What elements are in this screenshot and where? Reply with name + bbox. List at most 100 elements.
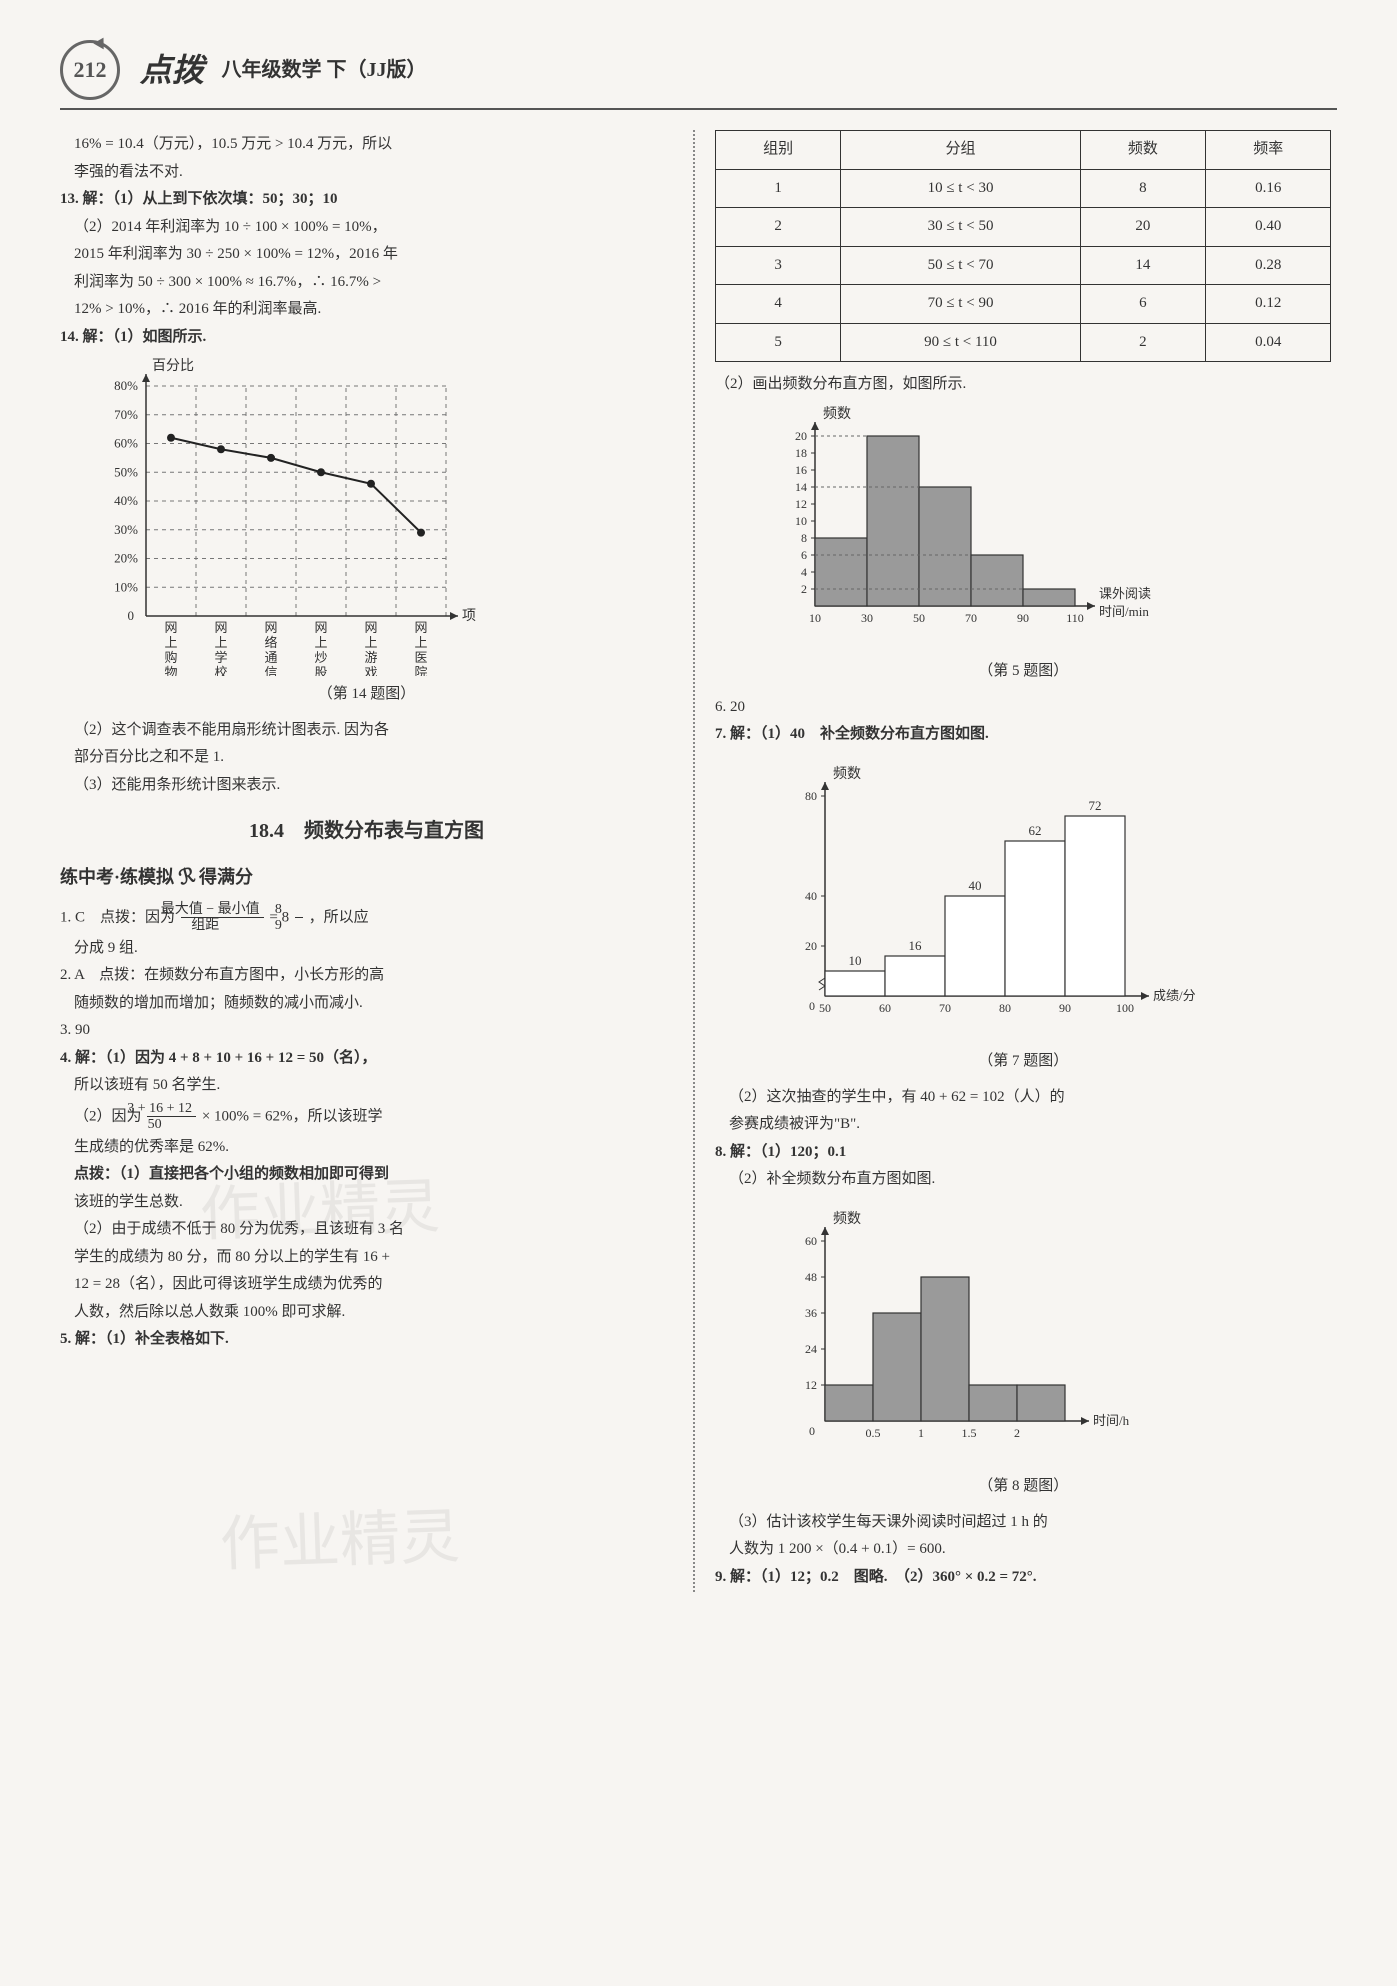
svg-text:24: 24: [805, 1342, 817, 1356]
svg-text:上: 上: [364, 635, 377, 650]
page-number: 212: [74, 51, 107, 88]
table-cell: 14: [1080, 246, 1205, 285]
text-line: 生成绩的优秀率是 62%.: [98, 1135, 673, 1161]
content-columns: 16% = 10.4（万元），10.5 万元 > 10.4 万元，所以 李强的看…: [60, 130, 1337, 1592]
table-cell: 5: [715, 323, 840, 362]
text-line: （3）估计该校学生每天课外阅读时间超过 1 h 的: [753, 1510, 1332, 1536]
svg-text:0: 0: [128, 608, 135, 623]
svg-text:1.5: 1.5: [961, 1426, 976, 1440]
table-row: 230 ≤ t < 50200.40: [715, 208, 1331, 247]
table-cell: 0.28: [1206, 246, 1331, 285]
q1-a: 1. C 点拨：因为: [60, 909, 175, 925]
svg-text:12: 12: [795, 497, 807, 511]
text-line: 李强的看法不对.: [98, 160, 673, 186]
q4-2b: × 100% = 62%，所以该班学: [202, 1108, 383, 1124]
svg-text:课外阅读: 课外阅读: [1099, 586, 1151, 601]
table-cell: 30 ≤ t < 50: [841, 208, 1080, 247]
svg-text:12: 12: [805, 1378, 817, 1392]
svg-text:10: 10: [809, 611, 821, 625]
fraction: 8 9: [295, 902, 303, 934]
text-line: 随频数的增加而增加；随频数的减小而减小.: [98, 991, 673, 1017]
svg-text:0: 0: [809, 999, 815, 1013]
svg-text:48: 48: [805, 1270, 817, 1284]
q1: 1. C 点拨：因为 最大值 − 最小值 组距 = 8 8 9 ，所以应: [84, 902, 673, 934]
text-line: （2）补全频数分布直方图如图.: [753, 1167, 1332, 1193]
q3: 3. 90: [84, 1018, 673, 1044]
table-row: 350 ≤ t < 70140.28: [715, 246, 1331, 285]
text-line: 人数，然后除以总人数乘 100% 即可求解.: [98, 1300, 673, 1326]
svg-text:网: 网: [414, 620, 427, 635]
sub-title-a: 练中考·练模拟: [60, 867, 174, 887]
svg-text:频数: 频数: [833, 766, 861, 782]
svg-text:100: 100: [1116, 1001, 1134, 1015]
svg-text:项目: 项目: [462, 609, 476, 624]
svg-text:80: 80: [999, 1001, 1011, 1015]
book-title: 点拨: [140, 43, 204, 97]
svg-text:10: 10: [848, 953, 861, 968]
svg-text:股: 股: [314, 665, 327, 676]
q6: 6. 20: [739, 695, 1332, 721]
svg-text:时间/min: 时间/min: [1099, 604, 1149, 619]
text-line: 16% = 10.4（万元），10.5 万元 > 10.4 万元，所以: [98, 132, 673, 158]
svg-text:物: 物: [164, 665, 177, 676]
histogram-7: 频数成绩/分020408010164062725060708090100: [755, 756, 1332, 1046]
frac-num: 3 + 16 + 12: [147, 1101, 196, 1117]
svg-text:上: 上: [164, 635, 177, 650]
svg-text:62: 62: [1028, 823, 1041, 838]
svg-text:炒: 炒: [314, 650, 327, 665]
text-line: 学生的成绩为 80 分，而 80 分以上的学生有 16 +: [98, 1245, 673, 1271]
text-line: 12 = 28（名），因此可得该班学生成绩为优秀的: [98, 1272, 673, 1298]
fraction: 3 + 16 + 12 50: [147, 1101, 196, 1133]
svg-text:70: 70: [965, 611, 977, 625]
svg-text:20%: 20%: [114, 551, 138, 566]
frac-num: 8: [295, 902, 303, 918]
histogram-5: 频数课外阅读时间/min2468101214161820103050709011…: [755, 406, 1332, 656]
right-column: 组别分组频数频率 110 ≤ t < 3080.16230 ≤ t < 5020…: [693, 130, 1332, 1592]
svg-text:16: 16: [795, 463, 807, 477]
svg-text:40%: 40%: [114, 493, 138, 508]
table-cell: 6: [1080, 285, 1205, 324]
table-cell: 0.16: [1206, 169, 1331, 208]
svg-text:30: 30: [861, 611, 873, 625]
svg-text:游: 游: [364, 650, 377, 665]
svg-text:上: 上: [314, 635, 327, 650]
table-row: 470 ≤ t < 9060.12: [715, 285, 1331, 324]
svg-text:频数: 频数: [823, 406, 851, 422]
histo5-caption: （第 5 题图）: [715, 659, 1332, 685]
svg-text:50: 50: [913, 611, 925, 625]
q13-head: 13. 解：（1）从上到下依次填：50；30；10: [84, 187, 673, 213]
table-row: 590 ≤ t < 11020.04: [715, 323, 1331, 362]
histogram-8: 频数时间/h012243648600.511.52: [755, 1201, 1332, 1471]
fraction: 最大值 − 最小值 组距: [181, 902, 264, 934]
svg-text:40: 40: [805, 889, 817, 903]
svg-text:百分比: 百分比: [152, 358, 194, 374]
histo8-caption: （第 8 题图）: [715, 1474, 1332, 1500]
table-cell: 10 ≤ t < 30: [841, 169, 1080, 208]
frac-den: 9: [295, 918, 303, 933]
chart-14-caption: （第 14 题图）: [60, 682, 673, 708]
table-row: 110 ≤ t < 3080.16: [715, 169, 1331, 208]
page-number-circle: 212: [60, 40, 120, 100]
q14-head: 14. 解：（1）如图所示.: [84, 325, 673, 351]
svg-text:36: 36: [805, 1306, 817, 1320]
svg-text:信: 信: [264, 665, 277, 676]
svg-text:14: 14: [795, 480, 807, 494]
q5-head: 5. 解：（1）补全表格如下.: [84, 1327, 673, 1353]
svg-text:2: 2: [1014, 1426, 1020, 1440]
table-cell: 20: [1080, 208, 1205, 247]
frac-den: 50: [168, 1117, 176, 1132]
svg-text:40: 40: [968, 878, 981, 893]
histo7-caption: （第 7 题图）: [715, 1049, 1332, 1075]
svg-text:医: 医: [414, 650, 427, 665]
svg-text:20: 20: [795, 429, 807, 443]
table-cell: 0.04: [1206, 323, 1331, 362]
q4-head: 4. 解：（1）因为 4 + 8 + 10 + 16 + 12 = 50（名），: [84, 1046, 673, 1072]
svg-text:10%: 10%: [114, 579, 138, 594]
svg-text:80%: 80%: [114, 378, 138, 393]
svg-text:50: 50: [819, 1001, 831, 1015]
svg-text:网: 网: [364, 620, 377, 635]
text-line: （2）由于成绩不低于 80 分为优秀，且该班有 3 名: [98, 1217, 673, 1243]
svg-text:上: 上: [414, 635, 427, 650]
svg-text:网: 网: [214, 620, 227, 635]
text-line: 12% > 10%，∴ 2016 年的利润率最高.: [98, 297, 673, 323]
